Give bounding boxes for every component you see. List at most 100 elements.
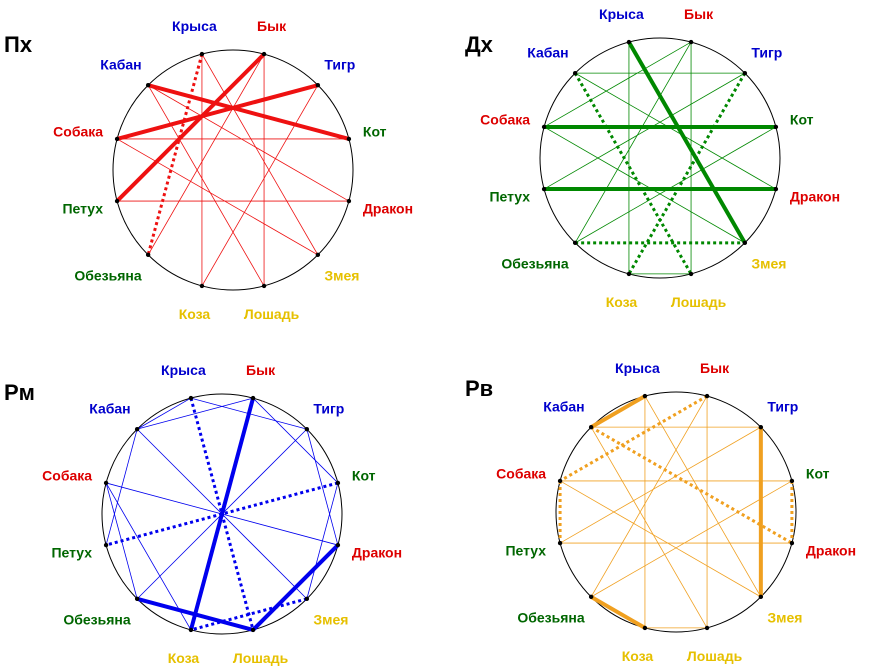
thick-link xyxy=(115,52,266,203)
sign-label: Петух xyxy=(51,545,92,561)
sign-label: Змея xyxy=(751,255,786,271)
thin-link xyxy=(147,84,350,202)
node-dot xyxy=(588,594,594,600)
thin-link xyxy=(252,397,339,484)
node-dot xyxy=(588,424,594,430)
dotted-link xyxy=(573,72,693,275)
sign-label: Лошадь xyxy=(687,648,743,664)
node-dot xyxy=(773,186,779,192)
node-dot xyxy=(572,240,578,246)
thin-link xyxy=(201,84,319,287)
node-dot xyxy=(704,625,710,631)
sign-label: Кот xyxy=(363,123,387,139)
sign-label: Змея xyxy=(313,611,348,627)
thin-link xyxy=(574,72,777,190)
node-dot xyxy=(145,252,151,258)
sign-label: Крыса xyxy=(615,360,660,376)
thin-link xyxy=(136,397,192,430)
node-dot xyxy=(335,542,341,548)
sign-label: Бык xyxy=(700,360,730,376)
sign-label: Дракон xyxy=(806,543,856,559)
outer-circle xyxy=(101,393,343,635)
sign-label: Кот xyxy=(790,111,814,127)
sign-label: Дракон xyxy=(352,545,402,561)
sign-label: Петух xyxy=(505,543,546,559)
outer-circle xyxy=(555,391,797,633)
sign-label: Кабан xyxy=(100,57,141,73)
node-dot xyxy=(335,480,341,486)
thin-link xyxy=(574,41,692,244)
sign-label: Кабан xyxy=(527,45,568,61)
node-dot xyxy=(742,70,748,76)
thin-link xyxy=(559,426,762,544)
sign-label: Кот xyxy=(352,467,376,483)
dotted-link xyxy=(559,394,708,483)
sign-label: Обезьяна xyxy=(517,609,585,625)
sign-label: Коза xyxy=(622,648,654,664)
sign-label: Коза xyxy=(179,306,211,322)
thick-link xyxy=(627,41,747,244)
node-dot xyxy=(789,478,795,484)
sign-label: Обезьяна xyxy=(501,255,569,271)
sign-label: Петух xyxy=(489,189,530,205)
panel-title: Рв xyxy=(465,376,493,401)
panel-title: Дх xyxy=(465,32,494,57)
node-dot xyxy=(557,478,563,484)
sign-label: Коза xyxy=(168,650,200,666)
panel-title: Рм xyxy=(4,380,35,405)
thin-link xyxy=(543,72,746,190)
thin-link xyxy=(105,482,192,631)
node-dot xyxy=(188,395,194,401)
sign-label: Кабан xyxy=(543,399,584,415)
sign-label: Бык xyxy=(246,362,276,378)
thin-link xyxy=(116,138,319,256)
sign-label: Кот xyxy=(806,465,830,481)
sign-label: Собака xyxy=(496,465,546,481)
thin-link xyxy=(306,429,339,546)
thin-link xyxy=(137,397,254,430)
node-dot xyxy=(541,124,547,130)
sign-label: Дракон xyxy=(363,201,413,217)
thin-link xyxy=(644,395,762,598)
thin-link xyxy=(105,429,138,546)
panel-pv: Рв Крыса Бык Тигр Кот Дракон Змея Лошадь Коза Об… xyxy=(465,360,856,664)
sign-label: Коза xyxy=(606,294,638,310)
dotted-link xyxy=(627,72,747,275)
panel-px: Пх Крыса Бык Тигр Кот Дракон Змея Лошадь Коза Об… xyxy=(4,18,413,322)
sign-label: Петух xyxy=(62,201,103,217)
thick-link xyxy=(251,543,340,632)
sign-label: Крыса xyxy=(172,18,217,34)
node-dot xyxy=(199,283,205,289)
node-dot xyxy=(304,426,310,432)
thin-link xyxy=(147,53,265,256)
panel-pm: Рм Крыса Бык Тигр Кот Дракон Змея Лошадь Коза Об… xyxy=(4,362,402,666)
node-dot xyxy=(261,51,267,57)
sign-label: Тигр xyxy=(767,399,798,415)
node-dot xyxy=(688,39,694,45)
thick-link xyxy=(136,596,254,632)
node-dot xyxy=(346,136,352,142)
panel-title: Пх xyxy=(4,32,33,57)
node-dot xyxy=(346,198,352,204)
node-dot xyxy=(188,627,194,633)
node-dot xyxy=(304,596,310,602)
sign-label: Собака xyxy=(480,111,530,127)
node-dot xyxy=(626,39,632,45)
thin-link xyxy=(590,480,793,598)
sign-label: Лошадь xyxy=(244,306,300,322)
thick-link xyxy=(590,394,646,429)
node-dot xyxy=(199,51,205,57)
node-dot xyxy=(134,596,140,602)
sign-label: Змея xyxy=(767,609,802,625)
node-dot xyxy=(103,542,109,548)
node-dot xyxy=(626,271,632,277)
panel-dx: Дх Крыса Бык Тигр Кот Дракон Змея Лошадь Коза Об… xyxy=(465,6,840,310)
outer-circle xyxy=(112,49,354,291)
thick-link xyxy=(147,83,350,141)
sign-label: Дракон xyxy=(790,189,840,205)
sign-label: Бык xyxy=(257,18,287,34)
node-dot xyxy=(250,395,256,401)
thin-link xyxy=(543,126,746,244)
node-dot xyxy=(315,82,321,88)
